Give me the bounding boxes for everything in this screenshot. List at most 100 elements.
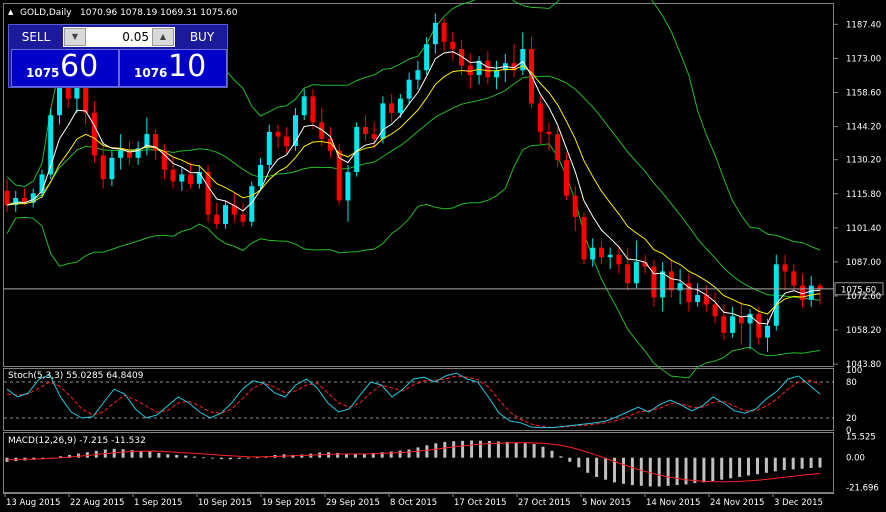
price-tick-label: 1144.20 — [846, 123, 881, 133]
macd-bar — [595, 457, 599, 477]
candle-body — [572, 195, 578, 217]
candle-body — [83, 79, 89, 113]
candle-body — [695, 295, 701, 303]
macd-bar — [773, 457, 777, 472]
macd-bar — [148, 451, 152, 458]
candle-body — [677, 283, 683, 291]
candle-body — [126, 150, 132, 158]
candle-body — [214, 214, 220, 225]
candle-body — [703, 295, 709, 305]
candle-body — [91, 112, 97, 156]
candle-body — [599, 247, 604, 258]
menu-triangle-icon[interactable]: ▲ — [8, 8, 14, 16]
ask-price-digits: 10 — [168, 49, 207, 84]
macd-bar — [202, 457, 205, 459]
price-tick-label: 1043.80 — [846, 360, 881, 370]
macd-bar — [782, 457, 786, 470]
macd-bar — [568, 457, 572, 462]
candle-body — [459, 49, 465, 66]
macd-bar — [550, 450, 554, 458]
stoch-tick-label: 0 — [846, 426, 851, 436]
candle-body — [520, 49, 526, 71]
macd-bar — [622, 457, 625, 484]
price-tick-label: 1130.20 — [846, 156, 881, 166]
one-click-trading-panel: SELL ▼ ▲ BUY 1075 60 1076 10 — [8, 24, 228, 88]
lot-decrease-icon[interactable]: ▼ — [64, 28, 86, 46]
macd-bar — [693, 457, 697, 484]
macd-bar — [255, 457, 259, 459]
candle-body — [258, 164, 263, 187]
macd-tick-label: 0.00 — [846, 454, 865, 464]
candle-body — [328, 138, 333, 151]
date-tick-label: 13 Aug 2015 — [6, 498, 60, 508]
macd-signal-line — [6, 442, 821, 483]
lower-band — [6, 143, 821, 379]
macd-bar — [684, 457, 688, 485]
candle-body — [537, 103, 543, 132]
lot-stepper[interactable]: ▼ ▲ — [63, 27, 175, 47]
candle-body — [144, 134, 150, 149]
date-tick-label: 3 Dec 2015 — [774, 498, 823, 508]
candle-body — [808, 285, 814, 300]
moving-averages — [6, 51, 821, 325]
macd-bar — [720, 457, 724, 480]
candle-body — [170, 169, 176, 182]
candle-body — [179, 174, 185, 182]
candle-body — [336, 150, 342, 201]
date-tick-label: 24 Nov 2015 — [710, 498, 764, 508]
stoch-tick-label: 80 — [846, 378, 857, 388]
macd-bar — [729, 457, 733, 479]
macd-bar — [532, 444, 536, 458]
macd-bar — [434, 443, 438, 458]
macd-bar — [461, 440, 465, 458]
macd-tick-label: -21.696 — [846, 483, 879, 493]
macd-bar — [577, 457, 581, 468]
bid-price-box[interactable]: 1075 60 — [11, 49, 119, 87]
buy-button[interactable]: BUY — [189, 30, 215, 44]
candle-body — [371, 134, 377, 139]
sell-button[interactable]: SELL — [21, 30, 51, 44]
price-tick-label: 1087.00 — [846, 258, 881, 268]
candle-body — [205, 172, 211, 215]
macd-bar — [657, 457, 661, 487]
candle-body — [476, 60, 482, 75]
macd-bar — [380, 452, 384, 458]
stoch-panel-frame — [3, 368, 834, 431]
candle-body — [765, 325, 770, 338]
candle-body — [651, 266, 657, 298]
candle-body — [293, 115, 298, 146]
candle-body — [345, 172, 351, 201]
lot-input[interactable] — [87, 29, 149, 45]
macd-bar — [246, 457, 250, 459]
price-tick-label: 1072.60 — [846, 292, 881, 302]
candle-body — [48, 115, 54, 175]
date-tick-label: 19 Sep 2015 — [262, 498, 316, 508]
price-tick-label: 1158.60 — [846, 88, 881, 98]
candle-body — [196, 172, 202, 184]
macd-bar — [121, 449, 125, 458]
macd-bar — [505, 441, 509, 458]
macd-bar — [389, 451, 393, 458]
price-tick-label: 1187.40 — [846, 20, 881, 30]
macd-bar — [613, 457, 616, 483]
lot-increase-icon[interactable]: ▲ — [152, 28, 174, 46]
macd-bar — [353, 454, 357, 458]
date-tick-label: 17 Oct 2015 — [454, 498, 507, 508]
candle-body — [415, 70, 421, 80]
price-tick-label: 1115.80 — [846, 190, 881, 200]
candle-body — [39, 174, 45, 194]
date-tick-label: 27 Oct 2015 — [518, 498, 571, 508]
date-axis: 13 Aug 2015 22 Aug 2015 1 Sep 2015 10 Sep 2… — [4, 493, 823, 508]
macd-label: MACD(12,26,9) -7.215 -11.532 — [8, 436, 146, 446]
macd-panel-frame — [3, 432, 834, 493]
current-price-label: 1075.60 — [841, 285, 876, 295]
ask-price-box[interactable]: 1076 10 — [119, 49, 227, 87]
macd-bar — [193, 456, 197, 458]
macd-bar — [327, 452, 331, 458]
candle-body — [74, 79, 80, 99]
macd-bar — [452, 441, 456, 458]
candle-body — [511, 63, 517, 71]
price-tick-label: 1173.00 — [846, 54, 881, 64]
macd-bar — [747, 457, 750, 476]
macd-indicator: 15.525 0.00 -21.696 — [5, 432, 879, 493]
